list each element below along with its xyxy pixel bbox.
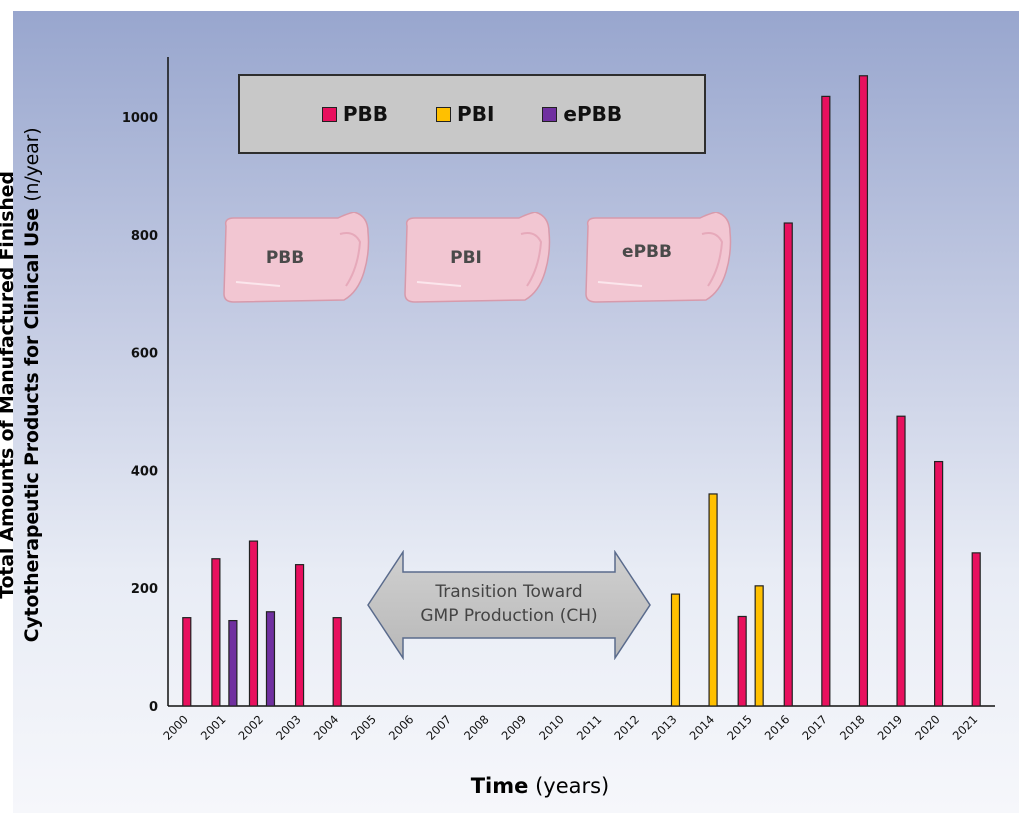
x-axis-title: Time (years): [420, 774, 660, 798]
bar-pbb-2019: [896, 415, 906, 707]
x-tick-label: 2015: [724, 712, 755, 743]
x-tick-label: 2009: [499, 712, 530, 743]
y-tick-label: 600: [131, 347, 158, 362]
bar-epbb-2002: [265, 611, 276, 707]
y-tick-label: 1000: [122, 111, 158, 126]
x-tick-label: 2000: [160, 712, 191, 743]
bar-pbb-2020: [934, 460, 944, 707]
bars: [182, 75, 981, 707]
x-tick-label: 2018: [837, 712, 868, 743]
bar-pbb-2001: [211, 558, 221, 707]
legend-swatch-epbb: [542, 106, 558, 122]
x-tick-label: 2007: [423, 712, 454, 743]
bar-pbb-2015: [737, 615, 747, 707]
legend-label-epbb: ePBB: [563, 102, 623, 126]
transition-text: Transition Toward GMP Production (CH): [396, 580, 622, 628]
patch-pbb: PBB: [220, 212, 372, 304]
bar-pbb-2017: [821, 95, 831, 707]
x-axis-unit: (years): [535, 774, 610, 798]
y-tick-labels: 0 200 400 600 800 1000: [122, 111, 158, 715]
x-tick-label: 2017: [799, 712, 830, 743]
x-tick-label: 2012: [611, 712, 642, 743]
bar-pbb-2003: [294, 564, 305, 707]
x-axis-title-bold: Time: [470, 774, 529, 798]
x-tick-label: 2014: [687, 712, 718, 743]
bar-pbi-2014: [708, 493, 718, 707]
y-axis-title-line1: Total Amounts of Manufactured Finished: [0, 171, 18, 599]
y-tick-label: 0: [149, 700, 158, 715]
x-tick-label: 2016: [762, 712, 793, 743]
patch-epbb-icon: [585, 212, 732, 303]
bar-pbi-2015: [754, 585, 764, 707]
x-tick-label: 2008: [461, 712, 492, 743]
x-tick-label: 2003: [273, 712, 304, 743]
patch-label-pbb: PBB: [265, 248, 305, 268]
x-tick-label: 2010: [536, 712, 567, 743]
bar-epbb-2001: [228, 619, 238, 707]
y-axis-unit: (n/year): [21, 127, 43, 202]
legend-item-epbb: ePBB: [542, 102, 622, 126]
legend-item-pbb: PBB: [321, 102, 389, 126]
patch-pbi-icon: [404, 212, 551, 303]
transition-arrow: Transition Toward GMP Production (CH): [366, 550, 652, 660]
x-tick-label: 2002: [235, 712, 266, 743]
x-tick-label: 2013: [649, 712, 680, 743]
x-tick-label: 2001: [198, 712, 229, 743]
patch-epbb: ePBB: [582, 212, 734, 304]
double-arrow-icon: [367, 550, 651, 660]
patch-label-pbi: PBI: [450, 248, 482, 268]
legend-label-pbi: PBI: [457, 102, 495, 126]
bar-pbb-2016: [783, 222, 793, 707]
bar-pbb-2018: [858, 75, 869, 707]
x-tick-label: 2006: [386, 712, 417, 743]
bar-pbb-2002: [248, 540, 259, 707]
bar-pbb-2021: [971, 552, 981, 707]
patch-label-epbb: ePBB: [622, 242, 672, 262]
legend-swatch-pbi: [436, 106, 452, 122]
patch-pbb-icon: [223, 212, 370, 303]
axes: [167, 57, 995, 707]
x-tick-label: 2011: [574, 712, 605, 743]
legend-swatch-pbb: [321, 106, 337, 122]
legend-label-pbb: PBB: [342, 102, 389, 126]
legend: PBB PBI ePBB: [238, 74, 706, 154]
y-tick-label: 200: [131, 582, 158, 597]
x-tick-label: 2019: [875, 712, 906, 743]
x-tick-label: 2005: [348, 712, 379, 743]
transition-text-line1: Transition Toward: [435, 582, 583, 602]
bar-pbi-2013: [670, 593, 681, 707]
y-tick-label: 400: [131, 464, 158, 479]
patch-pbi: PBI: [401, 212, 553, 304]
x-tick-label: 2020: [912, 712, 943, 743]
bar-pbb-2000: [182, 617, 192, 707]
x-tick-label: 2004: [311, 712, 342, 743]
legend-item-pbi: PBI: [436, 102, 494, 126]
transition-text-line2: GMP Production (CH): [420, 606, 598, 626]
y-axis-title-line2: Cytotherapeutic Products for Clinical Us…: [21, 208, 43, 643]
y-tick-label: 800: [131, 229, 158, 244]
x-tick-labels: 2000 2001 2002 2003 2004 2005 2006 2007 2008 2009…: [160, 712, 980, 743]
x-tick-label: 2021: [950, 712, 981, 743]
bar-pbb-2004: [332, 617, 342, 707]
